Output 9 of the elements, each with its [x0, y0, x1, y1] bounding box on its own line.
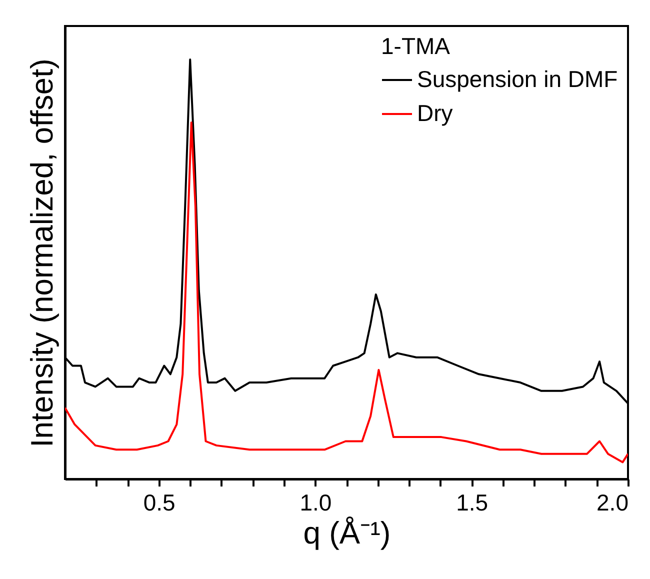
y-axis-title: Intensity (normalized, offset) [24, 58, 60, 448]
x-tick-label: 2.0 [596, 490, 628, 516]
x-tick-label: 0.5 [143, 490, 176, 516]
legend-label: Suspension in DMF [417, 66, 618, 92]
legend-label: Dry [417, 100, 454, 126]
legend-title: 1-TMA [381, 33, 451, 59]
x-tick-label: 1.0 [300, 490, 332, 516]
x-axis-title: q (Å⁻¹) [303, 516, 391, 550]
x-tick-label: 1.5 [456, 490, 488, 516]
